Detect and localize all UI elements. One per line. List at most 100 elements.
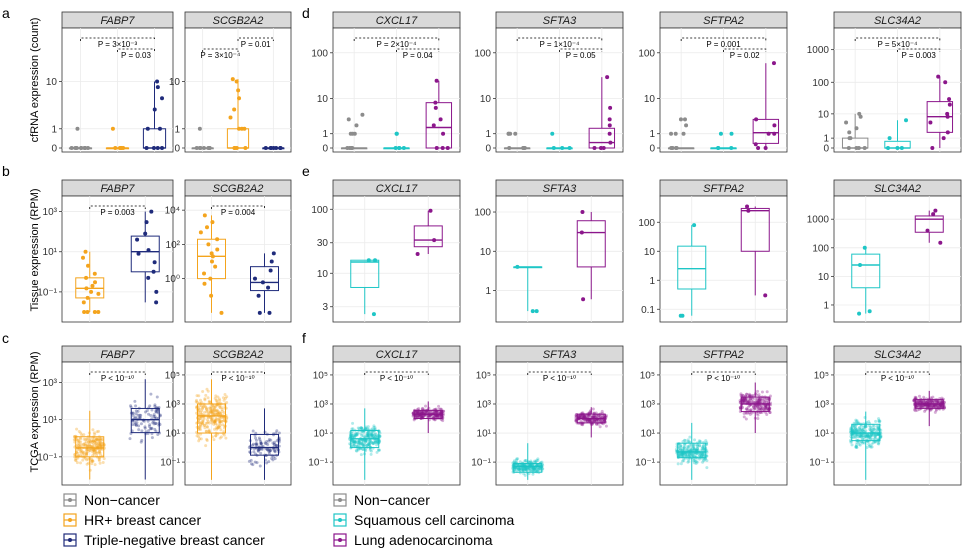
data-point (512, 470, 516, 474)
data-point (872, 431, 876, 435)
data-point (83, 441, 87, 445)
data-point (603, 417, 607, 421)
data-point (850, 427, 854, 431)
bracket-line (89, 205, 146, 209)
data-point (693, 452, 697, 456)
data-point (98, 443, 102, 447)
data-point (600, 416, 604, 420)
data-point (86, 445, 90, 449)
data-point (535, 463, 539, 467)
data-point (373, 428, 377, 432)
data-point (695, 449, 699, 453)
data-point (255, 446, 259, 450)
data-point (681, 451, 685, 455)
data-point (703, 448, 707, 452)
data-point (584, 414, 588, 418)
data-point (513, 462, 517, 466)
data-point (523, 464, 527, 468)
data-point (355, 449, 359, 453)
data-point (207, 400, 211, 404)
data-point (758, 410, 762, 414)
data-point (868, 444, 872, 448)
data-point (214, 398, 218, 402)
data-point (692, 461, 696, 465)
panel-title: SLC34A2 (874, 349, 921, 361)
data-point (928, 120, 933, 125)
data-point (670, 146, 675, 150)
data-point (440, 414, 444, 418)
data-point (585, 419, 589, 423)
data-point (401, 146, 406, 150)
data-point (349, 445, 353, 449)
data-point (687, 452, 691, 456)
data-point (764, 404, 768, 408)
data-point (95, 430, 99, 434)
data-point (149, 209, 154, 214)
data-point (223, 393, 227, 397)
data-point (753, 416, 757, 420)
data-point (849, 426, 853, 430)
data-point (587, 419, 591, 423)
data-point (377, 439, 381, 443)
data-point (929, 407, 933, 411)
data-point (918, 406, 922, 410)
data-point (352, 440, 356, 444)
data-point (690, 453, 694, 457)
data-point (142, 419, 146, 423)
tick-label: 10³ (43, 378, 58, 389)
data-point (686, 457, 690, 461)
data-point (357, 440, 361, 444)
data-point (144, 220, 149, 225)
data-point (368, 441, 372, 445)
data-point (538, 466, 542, 470)
data-point (703, 446, 707, 450)
data-point (869, 434, 873, 438)
data-point (704, 446, 708, 450)
data-point (859, 432, 863, 436)
tick-label: 10³ (477, 399, 492, 410)
data-point (433, 411, 437, 415)
data-point (377, 429, 381, 433)
data-point (587, 417, 591, 421)
data-point (926, 400, 930, 404)
data-point (210, 410, 214, 414)
data-point (356, 447, 360, 451)
data-point (364, 427, 368, 431)
data-point (852, 423, 856, 427)
data-point (878, 438, 882, 442)
data-point (201, 146, 206, 150)
data-point (688, 455, 692, 459)
data-point (527, 467, 531, 471)
data-point (82, 453, 86, 457)
data-point (914, 404, 918, 408)
data-point (677, 451, 681, 455)
data-point (360, 441, 364, 445)
data-point (221, 413, 225, 417)
data-point (213, 396, 217, 400)
data-point (742, 400, 746, 404)
data-point (201, 414, 205, 418)
data-point (364, 426, 368, 430)
data-point (79, 146, 84, 150)
data-point (278, 146, 283, 150)
data-point (507, 146, 512, 150)
data-point (96, 455, 100, 459)
data-point (762, 402, 766, 406)
data-point (86, 447, 90, 451)
panel-title: FABP7 (100, 183, 135, 195)
data-point (211, 403, 215, 407)
data-point (532, 468, 536, 472)
data-point (427, 411, 431, 415)
data-point (421, 411, 425, 415)
data-point (156, 408, 160, 412)
data-point (682, 445, 686, 449)
data-point (513, 468, 517, 472)
data-point (223, 414, 227, 418)
data-point (523, 459, 527, 463)
data-point (97, 443, 101, 447)
data-point (96, 441, 100, 445)
box-iqr (250, 266, 279, 292)
data-point (687, 452, 691, 456)
data-point (588, 414, 592, 418)
box-squamous (546, 131, 573, 150)
